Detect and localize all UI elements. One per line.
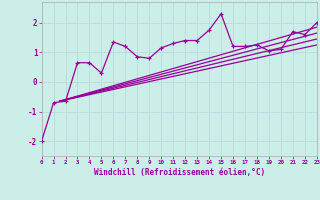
- X-axis label: Windchill (Refroidissement éolien,°C): Windchill (Refroidissement éolien,°C): [94, 168, 265, 177]
